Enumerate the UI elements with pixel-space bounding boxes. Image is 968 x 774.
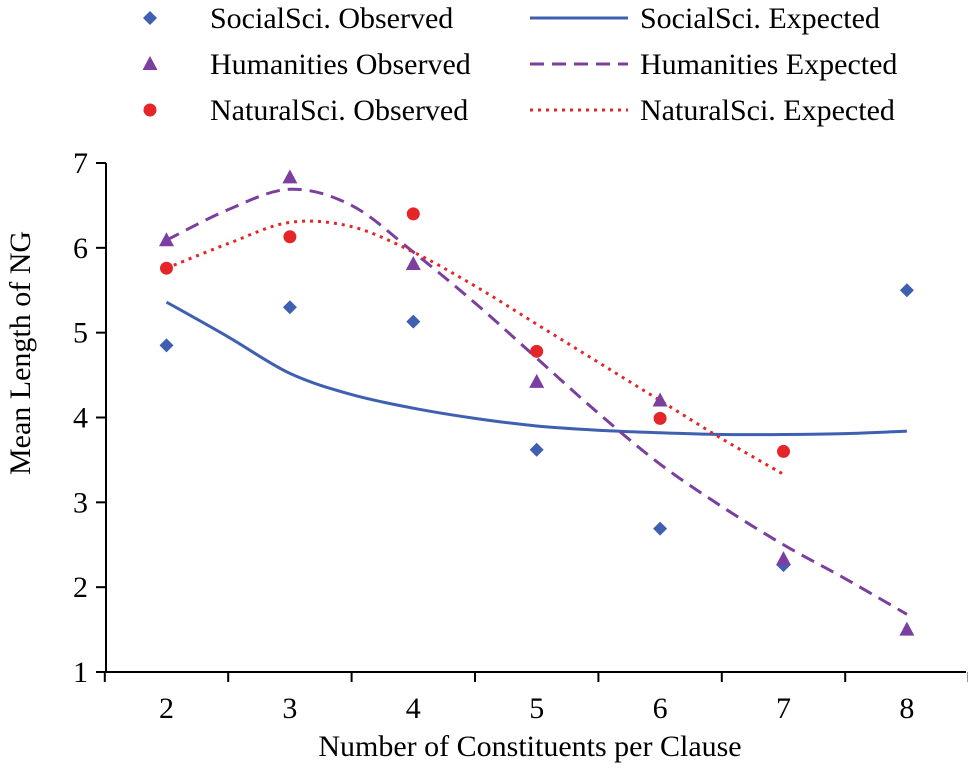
- legend-marker-socialsci-observed: [143, 11, 157, 25]
- data-point-naturalsci-observed: [653, 411, 667, 425]
- data-point-socialsci-observed: [899, 283, 914, 298]
- data-point-socialsci-observed: [653, 521, 668, 536]
- legend: SocialSci. Observed Humanities Observed Na…: [142, 2, 897, 127]
- axes: 1 2 3 4 5 6 7 2 3 4 5 6 7 8: [73, 147, 968, 725]
- legend-label-naturalsci-expected: NaturalSci. Expected: [640, 94, 895, 127]
- legend-label-humanities-expected: Humanities Expected: [640, 48, 897, 81]
- y-tick-label: 7: [73, 147, 88, 180]
- legend-label-naturalsci-observed: NaturalSci. Observed: [210, 94, 468, 127]
- data-point-naturalsci-observed: [160, 261, 173, 275]
- data-point-socialsci-observed: [529, 442, 544, 457]
- data-point-socialsci-observed: [406, 314, 421, 329]
- data-point-naturalsci-observed: [283, 230, 297, 244]
- data-point-humanities-observed: [776, 551, 791, 566]
- x-tick-label: 6: [653, 692, 668, 725]
- x-tick-label: 8: [899, 692, 914, 725]
- y-tick-label: 5: [73, 317, 88, 350]
- x-axis-label: Number of Constituents per Clause: [318, 730, 741, 763]
- x-tick-label: 5: [529, 692, 544, 725]
- y-tick-label: 4: [73, 402, 88, 435]
- series-line-socialsci-expected: [165, 300, 907, 437]
- y-tick-label: 3: [73, 486, 88, 519]
- data-point-humanities-observed: [282, 169, 298, 184]
- y-tick-label: 2: [73, 571, 88, 604]
- plot-area: [159, 169, 915, 636]
- legend-label-socialsci-expected: SocialSci. Expected: [640, 2, 880, 35]
- y-tick-label: 1: [73, 656, 88, 689]
- x-tick-label: 2: [159, 692, 174, 725]
- data-point-naturalsci-observed: [530, 344, 544, 358]
- data-point-humanities-observed: [405, 255, 421, 270]
- data-point-humanities-observed: [159, 232, 174, 247]
- data-point-naturalsci-observed: [777, 444, 790, 458]
- x-tick-label: 3: [282, 692, 297, 725]
- legend-label-socialsci-observed: SocialSci. Observed: [210, 2, 453, 35]
- x-tick-label: 4: [406, 692, 421, 725]
- data-point-humanities-observed: [529, 373, 545, 388]
- y-axis-label: Mean Length of NG: [4, 231, 37, 475]
- legend-label-humanities-observed: Humanities Observed: [210, 48, 471, 81]
- legend-marker-naturalsci-observed: [143, 103, 157, 117]
- legend-marker-humanities-observed: [142, 56, 158, 70]
- series-line-naturalsci-expected: [165, 219, 785, 476]
- data-point-socialsci-observed: [159, 338, 174, 353]
- y-tick-label: 6: [73, 232, 88, 265]
- series-line-humanities-expected: [165, 187, 908, 616]
- data-point-humanities-observed: [652, 392, 668, 407]
- data-point-humanities-observed: [899, 621, 915, 636]
- x-tick-label: 7: [776, 692, 791, 725]
- data-point-naturalsci-observed: [406, 207, 420, 221]
- data-point-socialsci-observed: [282, 300, 297, 315]
